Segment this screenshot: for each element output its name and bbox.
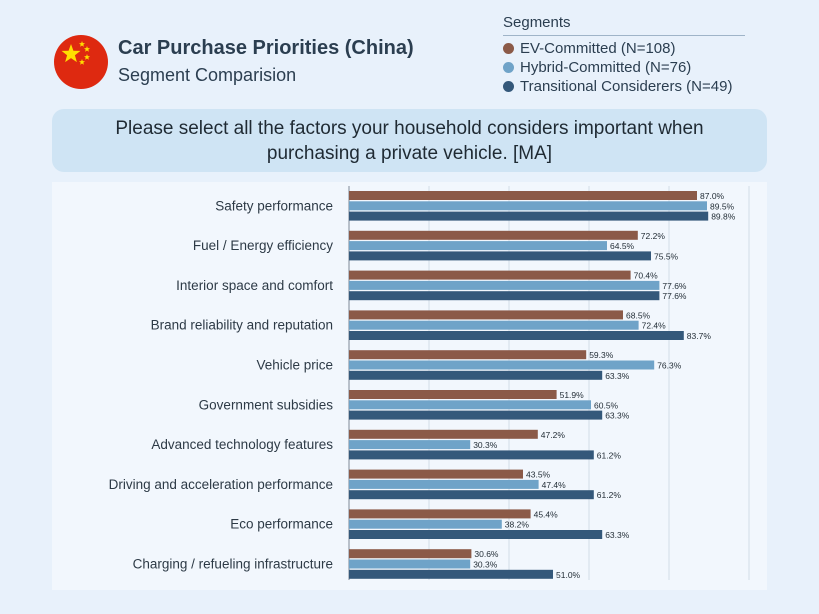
chart-title: Car Purchase Priorities (China) bbox=[118, 37, 414, 59]
bar bbox=[349, 320, 639, 330]
data-label: 63.3% bbox=[605, 530, 630, 540]
data-label: 83.7% bbox=[687, 331, 712, 341]
question-banner: Please select all the factors your house… bbox=[52, 109, 767, 172]
category-label: Interior space and comfort bbox=[176, 278, 333, 293]
bar bbox=[349, 559, 471, 569]
bar bbox=[349, 569, 553, 579]
legend-swatch-hybrid bbox=[503, 62, 514, 73]
data-label: 30.3% bbox=[473, 440, 498, 450]
data-label: 75.5% bbox=[654, 251, 679, 261]
data-label: 72.2% bbox=[641, 231, 666, 241]
legend-item-transitional: Transitional Considerers (N=49) bbox=[503, 77, 745, 96]
bar bbox=[349, 360, 655, 370]
bar bbox=[349, 191, 697, 200]
data-label: 51.9% bbox=[560, 390, 585, 400]
bar bbox=[349, 519, 502, 529]
data-label: 89.8% bbox=[711, 212, 736, 222]
data-label: 60.5% bbox=[594, 400, 619, 410]
legend-swatch-transitional bbox=[503, 81, 514, 92]
category-label: Driving and acceleration performance bbox=[109, 477, 333, 492]
china-flag-icon bbox=[54, 35, 108, 89]
bar bbox=[349, 230, 638, 240]
bar bbox=[349, 291, 660, 301]
bar bbox=[349, 251, 651, 261]
data-label: 68.5% bbox=[626, 310, 651, 320]
data-label: 77.6% bbox=[662, 291, 687, 301]
legend-label-ev: EV-Committed (N=108) bbox=[520, 40, 676, 57]
bar bbox=[349, 490, 594, 500]
bar-chart: Safety performance 87.0%89.5%89.8% Fuel / … bbox=[109, 186, 750, 580]
legend-item-ev: EV-Committed (N=108) bbox=[503, 39, 745, 58]
data-label: 51.0% bbox=[556, 570, 581, 580]
data-label: 61.2% bbox=[597, 490, 622, 500]
category-label: Eco performance bbox=[230, 517, 333, 532]
data-label: 45.4% bbox=[534, 509, 559, 519]
bar bbox=[349, 201, 707, 211]
bar bbox=[349, 310, 623, 320]
legend-swatch-ev bbox=[503, 43, 514, 54]
data-label: 64.5% bbox=[610, 241, 635, 251]
bar bbox=[349, 549, 472, 559]
data-label: 87.0% bbox=[700, 191, 725, 201]
category-label: Advanced technology features bbox=[151, 437, 333, 452]
question-text: Please select all the factors your house… bbox=[115, 117, 704, 164]
legend-title: Segments bbox=[503, 14, 745, 36]
data-label: 30.3% bbox=[473, 560, 498, 570]
data-label: 59.3% bbox=[589, 350, 614, 360]
category-label: Fuel / Energy efficiency bbox=[193, 238, 333, 253]
category-label: Brand reliability and reputation bbox=[151, 318, 333, 333]
data-label: 77.6% bbox=[662, 281, 687, 291]
bar bbox=[349, 400, 591, 410]
data-label: 70.4% bbox=[634, 271, 659, 281]
legend-label-hybrid: Hybrid-Committed (N=76) bbox=[520, 59, 692, 76]
data-label: 30.6% bbox=[474, 549, 499, 559]
bar bbox=[349, 390, 557, 399]
bar bbox=[349, 270, 631, 280]
bar bbox=[349, 440, 471, 450]
data-label: 63.3% bbox=[605, 411, 630, 421]
bar bbox=[349, 211, 709, 221]
legend: Segments EV-Committed (N=108) Hybrid-Com… bbox=[503, 14, 745, 96]
bar bbox=[349, 241, 607, 251]
chart-subtitle: Segment Comparision bbox=[118, 65, 297, 85]
category-label: Charging / refueling infrastructure bbox=[133, 557, 333, 572]
data-label: 47.2% bbox=[541, 430, 566, 440]
category-label: Government subsidies bbox=[199, 397, 334, 412]
bar bbox=[349, 410, 603, 420]
chart-panel: Safety performance 87.0% 89.5% 89.8% Fuel / … bbox=[52, 182, 767, 590]
bar bbox=[349, 350, 587, 360]
bar bbox=[349, 509, 531, 519]
category-label: Safety performance bbox=[215, 198, 333, 213]
bar bbox=[349, 469, 523, 479]
data-label: 38.2% bbox=[505, 520, 530, 530]
bar bbox=[349, 370, 603, 380]
data-label: 76.3% bbox=[657, 361, 682, 371]
data-label: 89.5% bbox=[710, 201, 735, 211]
legend-label-transitional: Transitional Considerers (N=49) bbox=[520, 78, 733, 95]
bar bbox=[349, 479, 539, 489]
legend-item-hybrid: Hybrid-Committed (N=76) bbox=[503, 58, 745, 77]
data-label: 63.3% bbox=[605, 371, 630, 381]
bar bbox=[349, 530, 603, 539]
data-label: 72.4% bbox=[642, 321, 667, 331]
data-label: 47.4% bbox=[542, 480, 567, 490]
bar bbox=[349, 450, 594, 460]
bar bbox=[349, 280, 660, 290]
bar bbox=[349, 429, 538, 439]
category-label: Vehicle price bbox=[256, 358, 333, 373]
data-label: 43.5% bbox=[526, 470, 551, 480]
data-label: 61.2% bbox=[597, 450, 622, 460]
bar bbox=[349, 331, 684, 340]
